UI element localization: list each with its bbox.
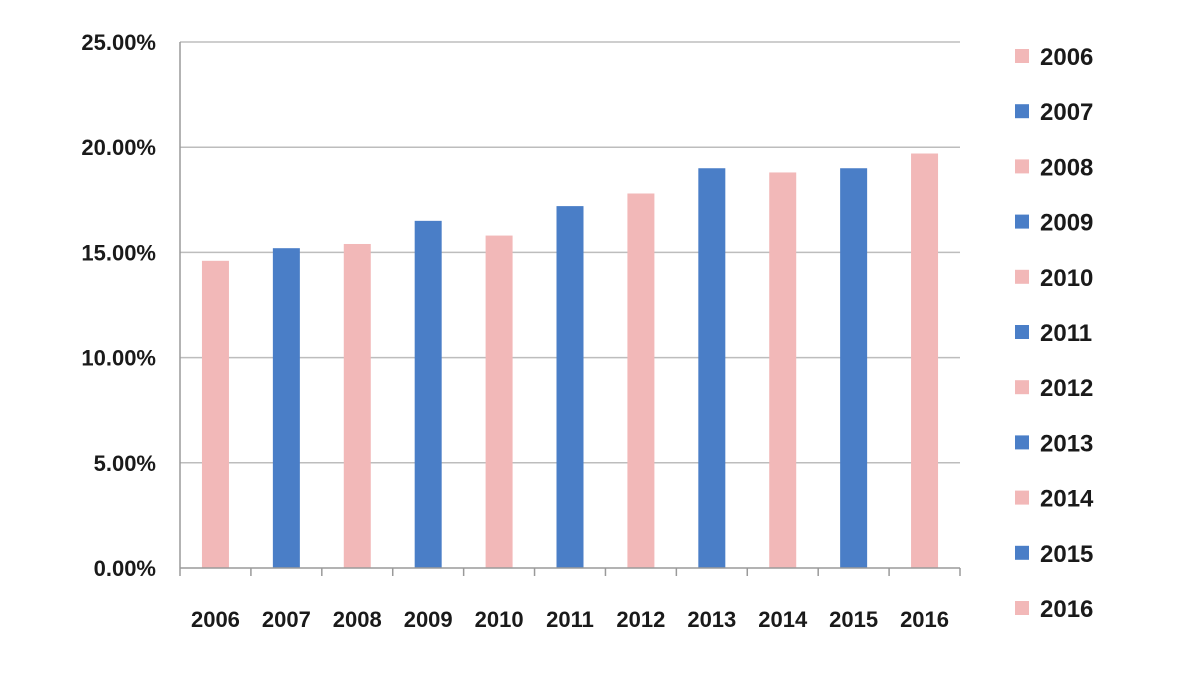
- legend-swatch: [1015, 380, 1029, 395]
- legend-entry: 2006: [1040, 44, 1093, 71]
- bar-2010: [485, 235, 513, 568]
- bars: [201, 153, 939, 569]
- legend: 2006 2007 2008 2009 2010 2011 2012 2013 2014 2015…: [1015, 44, 1094, 623]
- legend-entry: 2007: [1040, 99, 1093, 126]
- bar-2014: [769, 172, 797, 568]
- legend-swatch: [1015, 269, 1029, 284]
- y-tick-label: 10.00%: [81, 346, 156, 371]
- x-tick-label: 2008: [333, 607, 382, 632]
- axes: [179, 42, 961, 576]
- y-tick-label: 20.00%: [81, 135, 156, 160]
- legend-swatch: [1015, 325, 1029, 339]
- legend-entry: 2011: [1040, 320, 1092, 347]
- y-tick-label: 15.00%: [81, 240, 156, 265]
- x-tick-label: 2014: [758, 607, 808, 632]
- x-tick-label: 2010: [475, 607, 524, 632]
- bar-2016: [911, 153, 939, 568]
- legend-swatch: [1015, 435, 1029, 450]
- legend-entry: 2009: [1040, 210, 1093, 237]
- legend-swatch: [1015, 104, 1029, 119]
- legend-entry: 2015: [1040, 541, 1093, 568]
- x-tick-label: 2016: [900, 607, 949, 632]
- y-tick-labels: 0.00% 5.00% 10.00% 15.00% 20.00% 25.00%: [81, 30, 156, 581]
- bar-2009: [414, 220, 442, 568]
- y-tick-label: 0.00%: [94, 556, 156, 581]
- bar-2013: [698, 168, 726, 569]
- y-tick-label: 5.00%: [94, 451, 156, 476]
- legend-entry: 2016: [1040, 596, 1093, 623]
- x-tick-label: 2009: [404, 607, 453, 632]
- legend-swatch: [1015, 49, 1029, 63]
- x-tick-label: 2011: [546, 607, 594, 632]
- bar-2011: [556, 206, 584, 568]
- bar-2012: [627, 193, 655, 568]
- bar-2006: [201, 260, 229, 568]
- legend-entry: 2010: [1040, 265, 1093, 292]
- x-tick-label: 2006: [191, 607, 240, 632]
- legend-swatch: [1015, 490, 1029, 505]
- legend-entry: 2014: [1040, 486, 1094, 513]
- legend-swatch: [1015, 545, 1029, 560]
- bar-2007: [272, 248, 300, 568]
- bar-2008: [343, 243, 371, 568]
- legend-swatch: [1015, 159, 1029, 174]
- legend-swatch: [1015, 601, 1029, 615]
- legend-swatch: [1015, 214, 1029, 229]
- x-tick-label: 2015: [829, 607, 878, 632]
- bar-2015: [840, 168, 868, 569]
- x-tick-label: 2012: [616, 607, 665, 632]
- x-tick-label: 2013: [687, 607, 736, 632]
- x-tick-labels: 2006 2007 2008 2009 2010 2011 2012 2013 2014 2015…: [191, 607, 949, 632]
- legend-entry: 2008: [1040, 154, 1093, 181]
- legend-entry: 2013: [1040, 430, 1093, 457]
- legend-entry: 2012: [1040, 375, 1093, 402]
- x-tick-label: 2007: [262, 607, 311, 632]
- y-tick-label: 25.00%: [81, 30, 156, 55]
